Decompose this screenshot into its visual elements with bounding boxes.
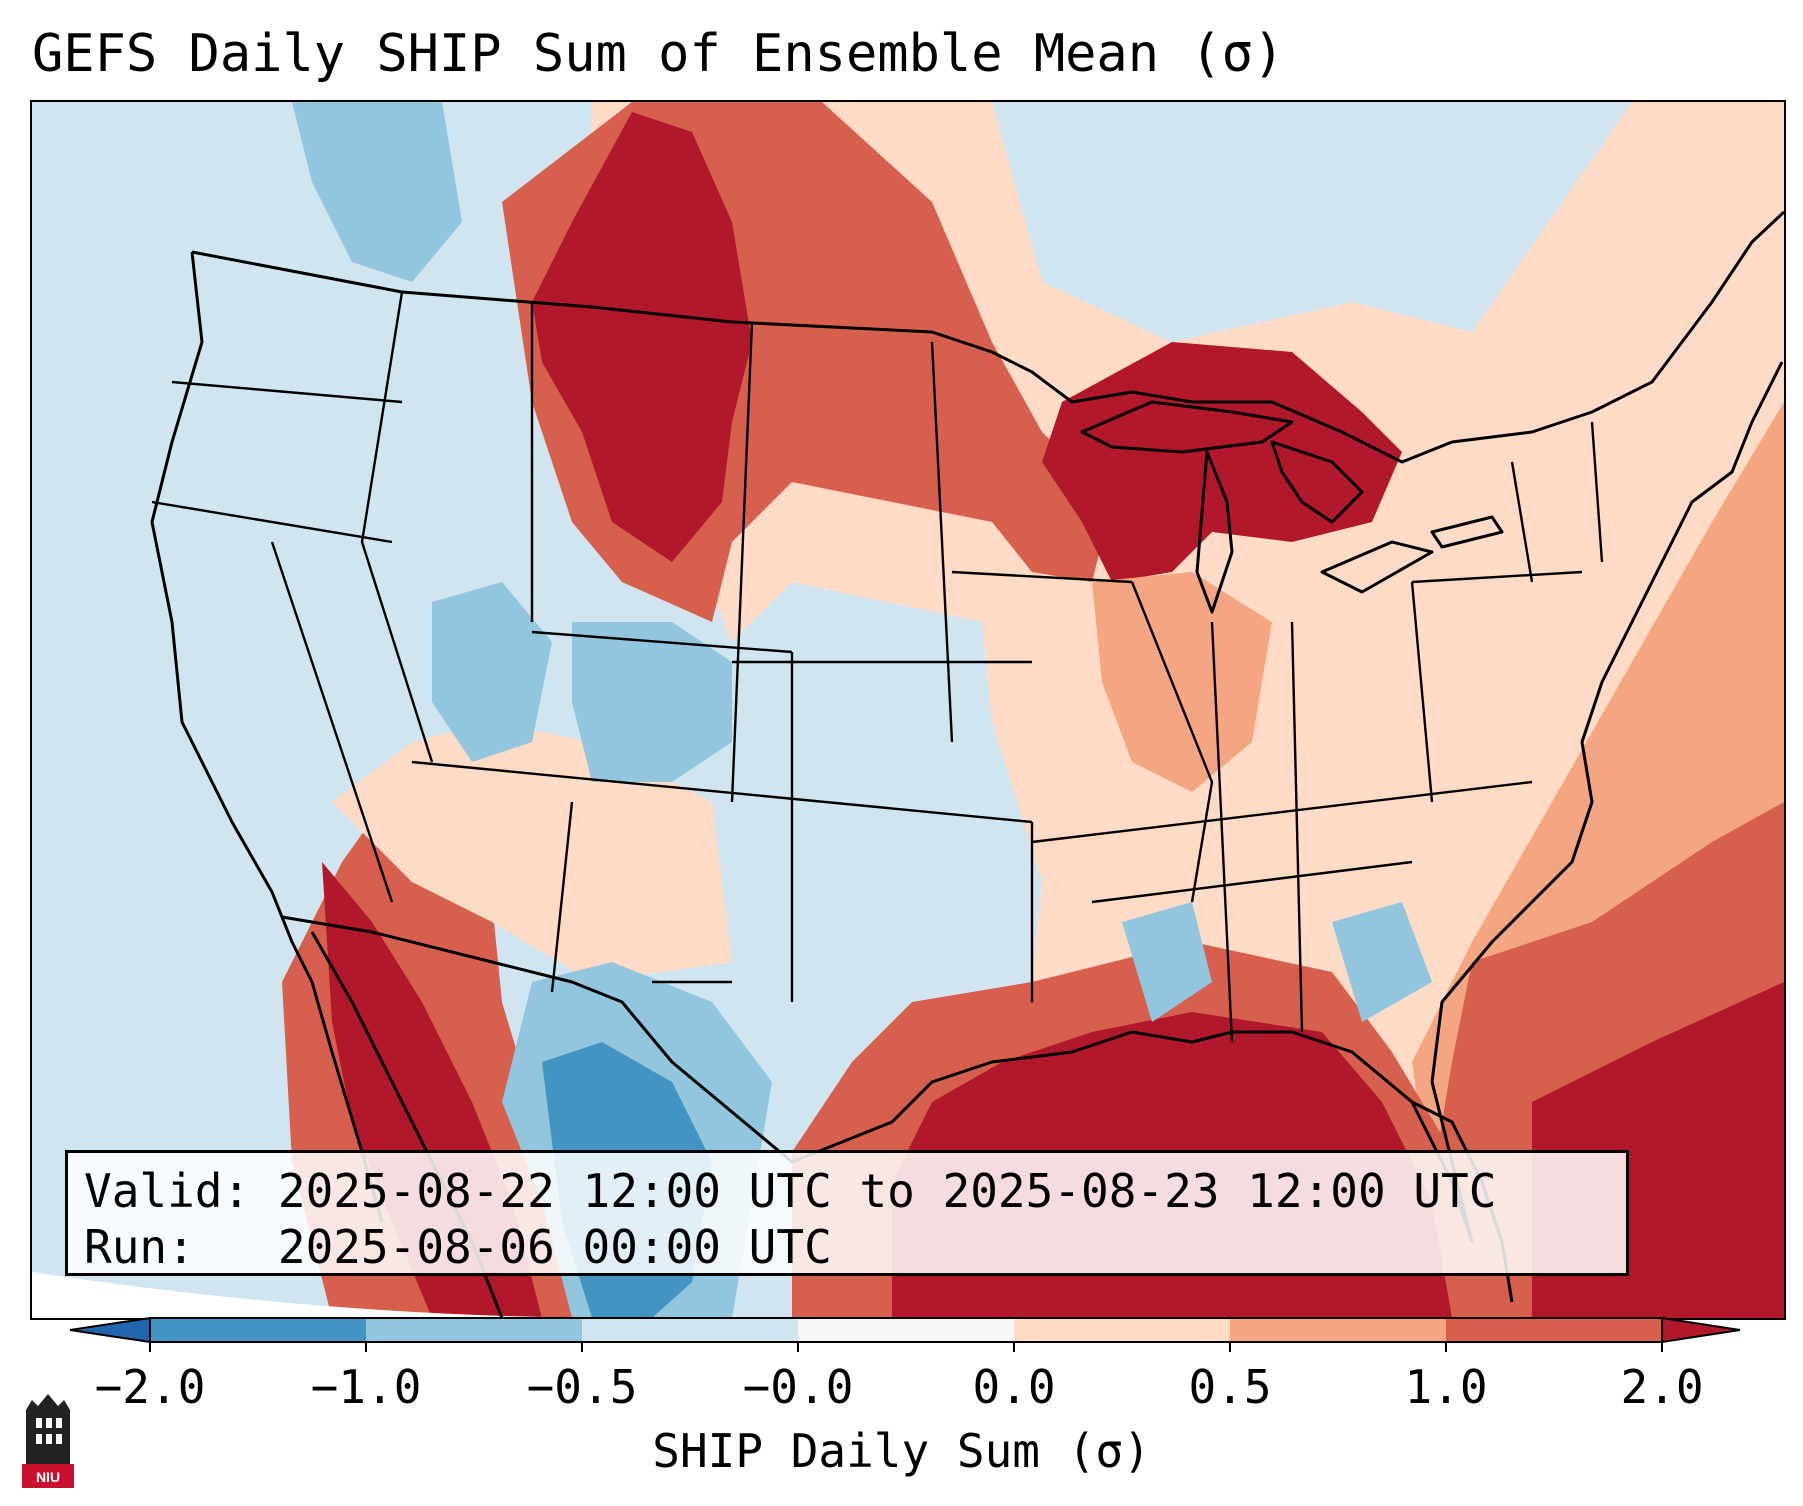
field-great-basin-low (432, 582, 552, 762)
colorbar-tick-label: −1.0 (310, 1360, 422, 1414)
border-us-mexico (281, 915, 893, 1164)
valid-label: Valid: (84, 1164, 251, 1218)
field-southwest-light (332, 722, 732, 982)
lake-michigan (1195, 450, 1234, 614)
colorbar-tick-label: −0.0 (742, 1360, 854, 1414)
field-colorado-low (572, 622, 732, 782)
map-panel (30, 100, 1786, 1320)
anomaly-fields (32, 102, 1784, 1318)
colorbar (70, 1316, 1740, 1352)
colorbar-segment (1230, 1318, 1446, 1342)
colorbar-extend-low (70, 1316, 151, 1344)
logo-text: NIU (36, 1469, 60, 1485)
lake-erie (1320, 540, 1434, 594)
map-canvas (32, 102, 1784, 1318)
coast-pacific (150, 251, 384, 1223)
field-midwest-mid (1092, 572, 1272, 792)
field-mississippi-low (1122, 902, 1212, 1022)
colorbar-segment (150, 1318, 366, 1342)
coast-gulf (890, 1030, 1474, 1243)
colorbar-segment (366, 1318, 582, 1342)
colorbar-extend-high (1661, 1316, 1740, 1344)
lake-ontario (1430, 515, 1504, 549)
lake-superior (1080, 400, 1294, 454)
border-canada-us (191, 210, 1784, 464)
colorbar-tick-label: −2.0 (94, 1360, 206, 1414)
map-title: GEFS Daily SHIP Sum of Ensemble Mean (σ) (32, 24, 1285, 84)
colorbar-label: SHIP Daily Sum (σ) (652, 1424, 1151, 1478)
colorbar-tick-label: −0.5 (526, 1360, 638, 1414)
colorbar-ticks (149, 1342, 1663, 1352)
run-label: Run: (84, 1220, 195, 1274)
field-out-of-domain (32, 1272, 632, 1318)
field-georgia-low (1332, 902, 1432, 1022)
field-northern-rockies-high (532, 112, 752, 562)
valid-value: 2025-08-22 12:00 UTC to 2025-08-23 12:00… (277, 1164, 1497, 1218)
colorbar-tick-label: 2.0 (1620, 1360, 1704, 1414)
colorbar-segment (798, 1318, 1014, 1342)
state-lines (151, 291, 1604, 1043)
validity-info-box: Valid: 2025-08-22 12:00 UTC to 2025-08-2… (65, 1150, 1629, 1276)
colorbar-tick-label: 0.5 (1188, 1360, 1272, 1414)
coast-atlantic (1430, 361, 1784, 1243)
colorbar-tick-label: 1.0 (1404, 1360, 1488, 1414)
field-great-lakes-high (1042, 342, 1402, 582)
colorbar-segment (1446, 1318, 1662, 1342)
niu-logo-icon: NIU (22, 1394, 74, 1488)
colorbar-tick-label: 0.0 (972, 1360, 1056, 1414)
field-northwest-low (292, 102, 462, 282)
colorbar-segment (582, 1318, 798, 1342)
lake-huron (1270, 440, 1364, 524)
colorbar-segment (1014, 1318, 1230, 1342)
boundaries (150, 210, 1784, 1318)
run-value: 2025-08-06 00:00 UTC (277, 1220, 832, 1274)
